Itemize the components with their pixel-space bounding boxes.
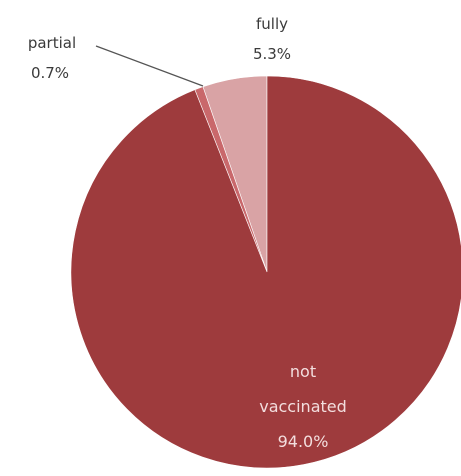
- partial-value-label: 0.7%: [31, 64, 69, 82]
- partial-leader-line: [95, 45, 204, 87]
- partial-label: partial: [28, 34, 76, 52]
- fully-label: fully: [256, 15, 288, 33]
- not-vaccinated-value-label: 94.0%: [278, 432, 329, 451]
- fully-value-label: 5.3%: [253, 45, 291, 63]
- pie-slices: [70, 75, 461, 469]
- not-vaccinated-label-line1: not: [290, 362, 316, 381]
- pie-slice-not-vaccinated: [70, 75, 461, 469]
- not-vaccinated-label-line2: vaccinated: [259, 397, 347, 416]
